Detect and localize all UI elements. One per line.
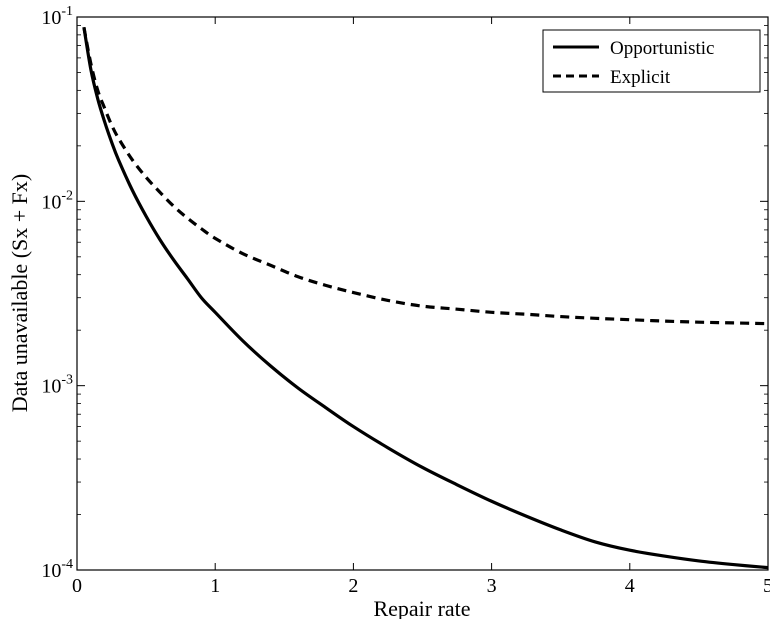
plot-area: [76, 16, 769, 571]
y-axis-title: Data unavailable (Sx + Fx): [7, 174, 32, 412]
legend: Opportunistic Explicit: [542, 29, 761, 93]
y-tick-label-exponent: -3: [61, 373, 73, 388]
x-tick-label: 1: [210, 575, 220, 597]
y-tick-label: 10-1: [41, 4, 73, 29]
y-tick-label-exponent: -2: [61, 188, 73, 203]
y-tick-label-base: 10: [41, 376, 61, 398]
x-tick-label: 3: [487, 575, 497, 597]
x-tick-label: 0: [72, 575, 82, 597]
y-tick-label-base: 10: [41, 560, 61, 582]
x-tick-label: 2: [348, 575, 358, 597]
x-axis-title: Repair rate: [373, 596, 470, 619]
legend-label-explicit: Explicit: [610, 67, 671, 88]
ticks: 0 1 2 3 4 510-410-310-210-1: [41, 4, 770, 597]
series-layer: [82, 26, 769, 570]
plot-frame: [76, 16, 769, 571]
y-tick-label-base: 10: [41, 191, 61, 213]
series-line-explicit: [82, 26, 769, 326]
legend-box: [542, 29, 761, 93]
y-tick-label: 10-2: [41, 188, 73, 213]
y-tick-label: 10-3: [41, 373, 73, 398]
x-tick-label: 5: [763, 575, 770, 597]
y-tick-label-exponent: -1: [61, 4, 73, 19]
y-tick-label: 10-4: [41, 557, 73, 582]
y-tick-label-exponent: -4: [61, 557, 73, 572]
series-line-opportunistic: [82, 26, 769, 570]
y-tick-label-base: 10: [41, 7, 61, 29]
x-tick-label: 4: [625, 575, 635, 597]
legend-label-opportunistic: Opportunistic: [610, 38, 715, 59]
